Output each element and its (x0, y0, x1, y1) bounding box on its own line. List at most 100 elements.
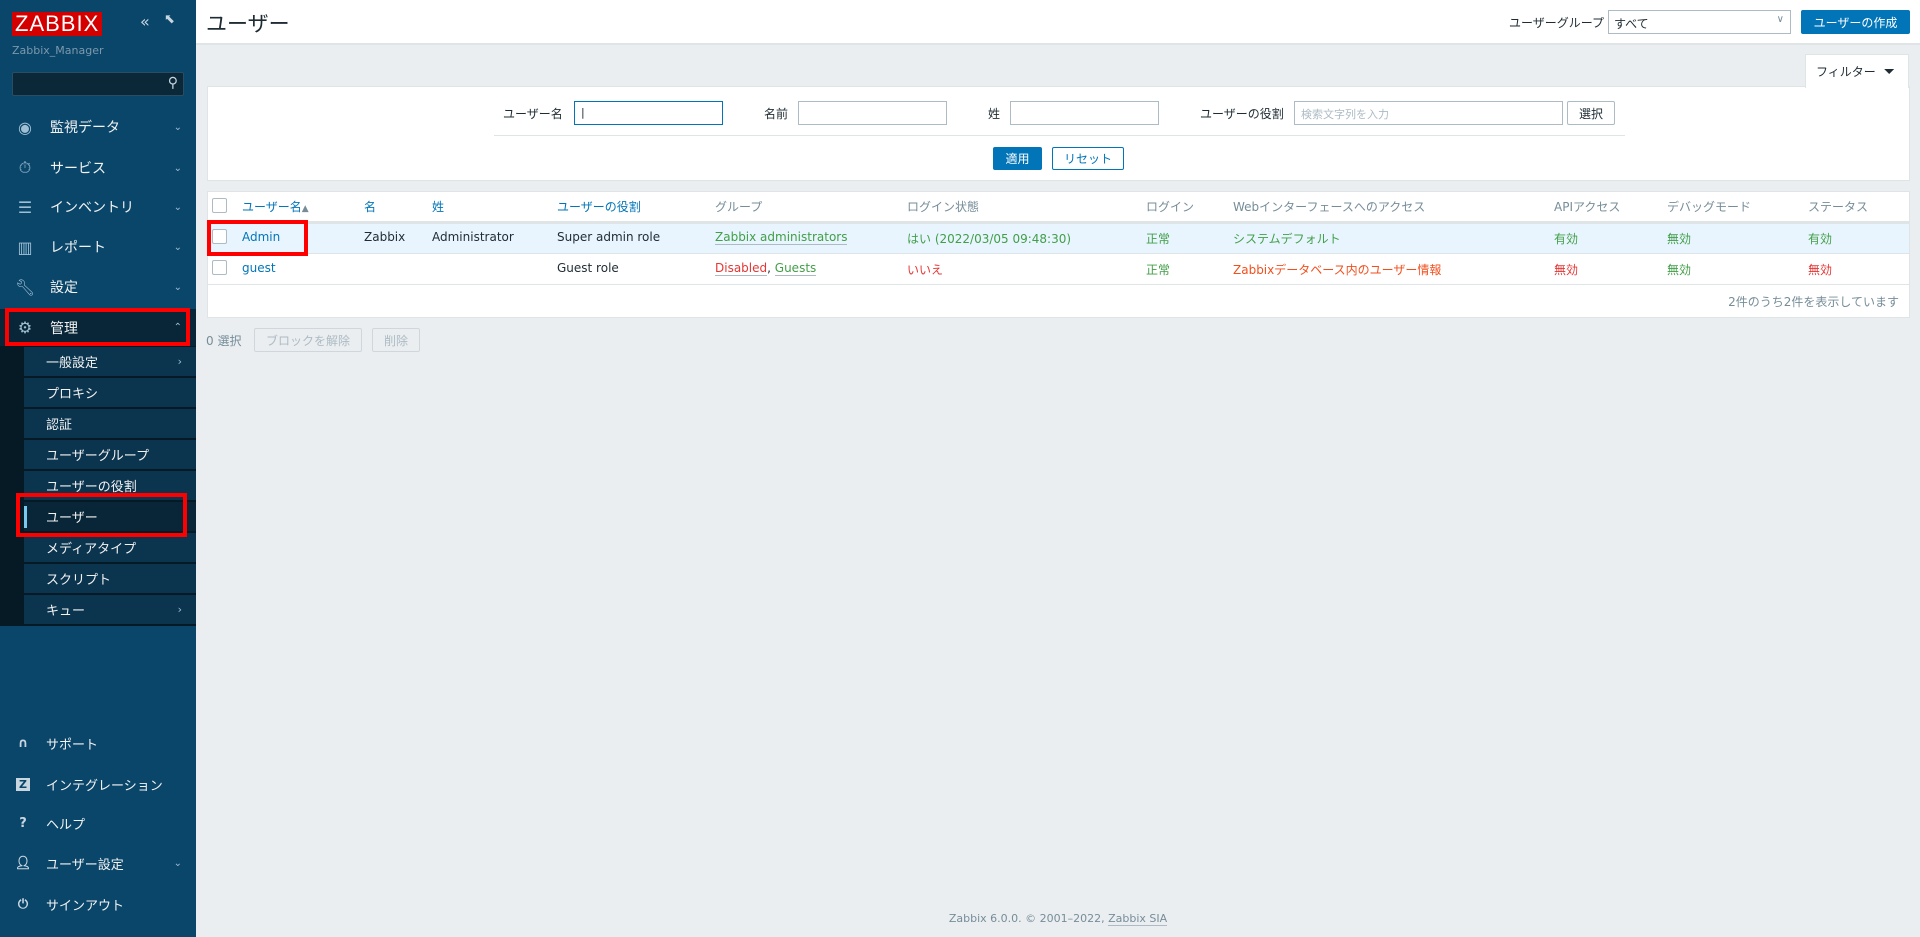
nav-help[interactable]: ? ヘルプ (0, 805, 196, 841)
header-surname[interactable]: 姓 (432, 200, 445, 214)
status-toggle[interactable]: 有効 (1808, 232, 1833, 246)
header-name[interactable]: 名 (364, 200, 377, 214)
filter-icon: ⏷ (1883, 63, 1895, 80)
submenu-user-roles[interactable]: ユーザーの役割 (24, 471, 196, 501)
chevron-up-icon: ⌃ (173, 322, 182, 333)
nav-support[interactable]: ∩ サポート (0, 725, 196, 761)
debug-mode-toggle[interactable]: 無効 (1667, 232, 1692, 246)
header-role[interactable]: ユーザーの役割 (557, 200, 641, 214)
header-groups: グループ (715, 200, 763, 214)
api-access-toggle[interactable]: 無効 (1554, 263, 1579, 277)
nav-configuration[interactable]: 🔧︎ 設定 ⌄ (0, 267, 196, 307)
user-group-select[interactable]: すべて ∨ (1608, 10, 1791, 34)
role-select-button[interactable]: 選択 (1567, 101, 1615, 125)
submenu-proxies[interactable]: プロキシ (24, 378, 196, 408)
role-filter-label: ユーザーの役割 (1200, 107, 1284, 121)
submenu-label: ユーザーの役割 (46, 480, 137, 495)
header-username[interactable]: ユーザー名▲ (242, 198, 309, 215)
username-filter-input[interactable]: | (574, 101, 723, 125)
name-cell: Zabbix (364, 230, 406, 244)
group-link[interactable]: Guests (774, 261, 817, 276)
filter-tab[interactable]: フィルター ⏷ (1805, 54, 1909, 88)
delete-button[interactable]: 削除 (372, 328, 420, 352)
username-link[interactable]: Admin (242, 230, 281, 244)
submenu-user-groups[interactable]: ユーザーグループ (24, 440, 196, 470)
submenu-authentication[interactable]: 認証 (24, 409, 196, 439)
unblock-button[interactable]: ブロックを解除 (254, 328, 362, 352)
nav-services[interactable]: ⏱ サービス ⌄ (0, 148, 196, 188)
question-icon: ? (19, 815, 27, 831)
login-status-cell: いいえ (907, 263, 944, 277)
role-cell: Guest role (557, 261, 619, 275)
create-user-button[interactable]: ユーザーの作成 (1801, 10, 1910, 34)
nav-sign-out[interactable]: ⏻ サインアウト (0, 886, 196, 922)
z-icon: Z (0, 777, 46, 792)
sidebar: ZABBIX Zabbix_Manager « ⬉ ⚲ ◉ 監視データ ⌄ ⏱ サービ… (0, 0, 196, 937)
table-summary: 2件のうち2件を表示しています (1728, 295, 1899, 309)
select-all-checkbox[interactable] (212, 198, 227, 213)
chevron-down-icon: ⌄ (173, 201, 182, 213)
submenu-general[interactable]: 一般設定 › (24, 347, 196, 377)
surname-filter-input[interactable] (1010, 101, 1159, 125)
submenu-label: スクリプト (46, 573, 112, 588)
nav-label: インテグレーション (46, 778, 163, 794)
gui-access-cell: システムデフォルト (1233, 232, 1341, 246)
reset-button[interactable]: リセット (1052, 147, 1124, 170)
zabbix-sia-link[interactable]: Zabbix SIA (1108, 912, 1168, 926)
wrench-icon: 🔧︎ (14, 277, 36, 297)
gear-icon: ⚙ (17, 318, 33, 337)
eye-icon: ◉ (18, 117, 32, 137)
list-icon: ☰ (17, 197, 33, 217)
row-checkbox[interactable] (212, 260, 227, 275)
status-toggle[interactable]: 無効 (1808, 263, 1833, 277)
submenu-label: メディアタイプ (46, 542, 137, 557)
filter-panel: ユーザー名 | 名前 姓 ユーザーの役割 検索文字列を入力 選択 適用 リセット (207, 86, 1910, 181)
nav-inventory[interactable]: ☰ インベントリ ⌄ (0, 187, 196, 227)
page-footer: Zabbix 6.0.0. © 2001–2022, Zabbix SIA (196, 912, 1920, 926)
nav-label: サインアウト (46, 898, 125, 914)
nav-user-settings[interactable]: 👤︎ ユーザー設定 ⌄ (0, 845, 196, 881)
nav-monitoring[interactable]: ◉ 監視データ ⌄ (0, 107, 196, 147)
sidebar-search-input[interactable]: ⚲ (12, 72, 184, 96)
username-filter-label: ユーザー名 (503, 107, 563, 121)
chevron-down-icon: ⌄ (173, 281, 182, 293)
submenu-label: ユーザーグループ (46, 449, 149, 464)
kiosk-mode-icon[interactable]: ⬉ (164, 12, 175, 27)
page-title: ユーザー (206, 12, 290, 36)
submenu-label: ユーザー (46, 511, 98, 526)
nav-label: レポート (50, 240, 106, 256)
search-icon[interactable]: ⚲ (167, 75, 178, 91)
zabbix-logo[interactable]: ZABBIX (12, 12, 103, 36)
group-link[interactable]: Disabled (715, 261, 768, 276)
nav-label: ヘルプ (46, 817, 86, 833)
chevron-down-icon: ∨ (1776, 14, 1784, 25)
select-value: すべて (1614, 17, 1649, 31)
api-access-toggle[interactable]: 有効 (1554, 232, 1579, 246)
filter-divider (494, 135, 1625, 136)
role-cell: Super admin role (557, 230, 661, 244)
apply-button[interactable]: 適用 (993, 147, 1042, 170)
nav-label: サポート (46, 737, 99, 753)
submenu-media-types[interactable]: メディアタイプ (24, 533, 196, 563)
surname-cell: Administrator (432, 230, 514, 244)
submenu-label: プロキシ (46, 387, 99, 402)
role-filter-input[interactable]: 検索文字列を入力 (1294, 101, 1563, 125)
nav-administration[interactable]: ⚙ 管理 ⌃ (0, 309, 196, 346)
username-link[interactable]: guest (242, 261, 276, 275)
nav-reports[interactable]: ▥ レポート ⌄ (0, 227, 196, 267)
nav-label: サービス (50, 161, 106, 177)
group-link[interactable]: Zabbix administrators (715, 230, 848, 245)
row-checkbox[interactable] (212, 229, 227, 244)
submenu-queue[interactable]: キュー › (24, 595, 196, 625)
submenu-users[interactable]: ユーザー (24, 502, 196, 532)
table-row (208, 254, 1909, 285)
header-login: ログイン (1146, 200, 1195, 214)
name-filter-label: 名前 (764, 107, 789, 121)
submenu-scripts[interactable]: スクリプト (24, 564, 196, 594)
user-group-label: ユーザーグループ (1509, 16, 1605, 30)
nav-integrations[interactable]: Z インテグレーション (0, 766, 196, 802)
debug-mode-toggle[interactable]: 無効 (1667, 263, 1692, 277)
collapse-sidebar-icon[interactable]: « (140, 12, 150, 31)
nav-label: ユーザー設定 (46, 857, 124, 873)
name-filter-input[interactable] (798, 101, 947, 125)
